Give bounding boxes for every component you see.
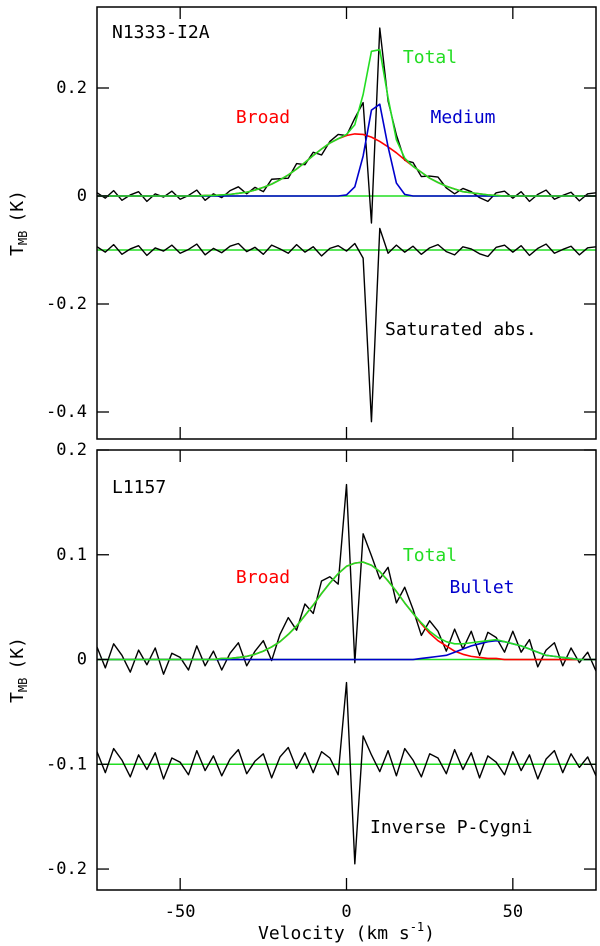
y-tick-label: 0: [77, 650, 87, 670]
panel-title: N1333-I2A: [112, 22, 210, 43]
y-label-unit: (K): [7, 637, 28, 670]
component-label: Total: [403, 47, 457, 68]
panel-title: L1157: [112, 477, 166, 498]
spectrum: [97, 681, 596, 865]
fit-curve: [97, 561, 596, 661]
frame: [96, 6, 597, 440]
component-label: Total: [403, 545, 457, 566]
annotation: Saturated abs.: [385, 319, 537, 340]
y-tick-label: -0.4: [46, 402, 87, 422]
spectrum: [97, 483, 596, 675]
y-label-sub: MB: [16, 231, 30, 245]
y-tick-label: 0.2: [56, 440, 87, 460]
y-label-main: T: [7, 692, 28, 703]
y-tick-label: -0.2: [46, 859, 87, 879]
fit-curve: [97, 48, 596, 197]
component-label: Medium: [430, 107, 495, 128]
spectrum: [97, 227, 596, 423]
x-label-main: Velocity (km s: [258, 923, 410, 944]
y-axis-label: TMB (K): [7, 190, 30, 256]
y-label-main: T: [7, 245, 28, 256]
y-tick-label: 0: [77, 186, 87, 206]
plot-area: [97, 483, 596, 865]
x-label-sup: -1: [410, 920, 424, 934]
fit-curve: [97, 639, 596, 661]
y-label-unit: (K): [7, 190, 28, 223]
y-tick-label: 0.2: [56, 78, 87, 98]
x-tick-label: 50: [503, 902, 523, 922]
fit-curve: [97, 561, 596, 661]
x-label-end: ): [424, 923, 435, 944]
component-label: Broad: [236, 107, 290, 128]
x-tick-label: 0: [341, 902, 351, 922]
y-tick-label: -0.2: [46, 294, 87, 314]
component-label: Bullet: [449, 577, 514, 598]
spectrum: [97, 27, 596, 224]
x-tick-label: -50: [165, 902, 196, 922]
component-label: Broad: [236, 567, 290, 588]
fit-curve: [97, 103, 596, 197]
y-label-sub: MB: [16, 678, 30, 692]
plot-area: [97, 27, 596, 423]
y-tick-label: 0.1: [56, 545, 87, 565]
fit-curve: [97, 133, 596, 197]
y-tick-label: -0.1: [46, 754, 87, 774]
x-axis-label: Velocity (km s-1): [258, 920, 435, 945]
annotation: Inverse P-Cygni: [370, 817, 533, 838]
y-axis-label: TMB (K): [7, 637, 30, 703]
